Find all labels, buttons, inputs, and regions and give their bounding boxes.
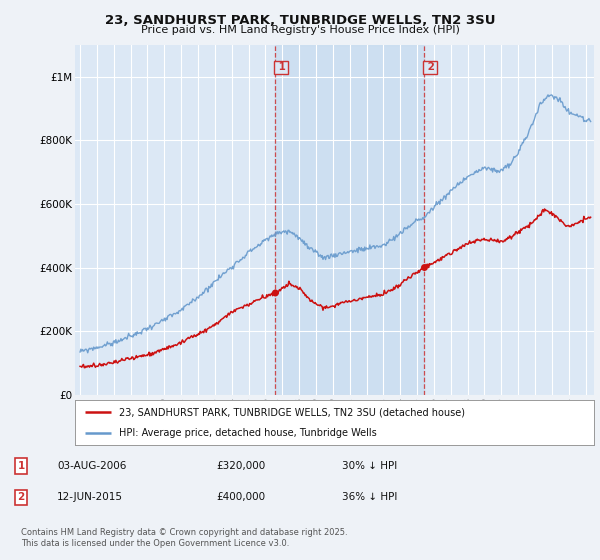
Text: 30% ↓ HPI: 30% ↓ HPI — [342, 461, 397, 471]
Text: Price paid vs. HM Land Registry's House Price Index (HPI): Price paid vs. HM Land Registry's House … — [140, 25, 460, 35]
Text: Contains HM Land Registry data © Crown copyright and database right 2025.
This d: Contains HM Land Registry data © Crown c… — [21, 528, 347, 548]
Bar — [275, 45, 424, 395]
Text: £320,000: £320,000 — [216, 461, 265, 471]
Text: 36% ↓ HPI: 36% ↓ HPI — [342, 492, 397, 502]
Text: 1: 1 — [17, 461, 25, 471]
Point — [419, 263, 429, 272]
Text: 23, SANDHURST PARK, TUNBRIDGE WELLS, TN2 3SU (detached house): 23, SANDHURST PARK, TUNBRIDGE WELLS, TN2… — [119, 408, 465, 418]
Text: 2: 2 — [17, 492, 25, 502]
Text: HPI: Average price, detached house, Tunbridge Wells: HPI: Average price, detached house, Tunb… — [119, 428, 377, 438]
Point — [271, 288, 280, 297]
Text: 03-AUG-2006: 03-AUG-2006 — [57, 461, 127, 471]
Text: 1: 1 — [275, 62, 286, 72]
Text: 12-JUN-2015: 12-JUN-2015 — [57, 492, 123, 502]
Text: £400,000: £400,000 — [216, 492, 265, 502]
Text: 2: 2 — [424, 62, 436, 72]
Text: 23, SANDHURST PARK, TUNBRIDGE WELLS, TN2 3SU: 23, SANDHURST PARK, TUNBRIDGE WELLS, TN2… — [105, 14, 495, 27]
